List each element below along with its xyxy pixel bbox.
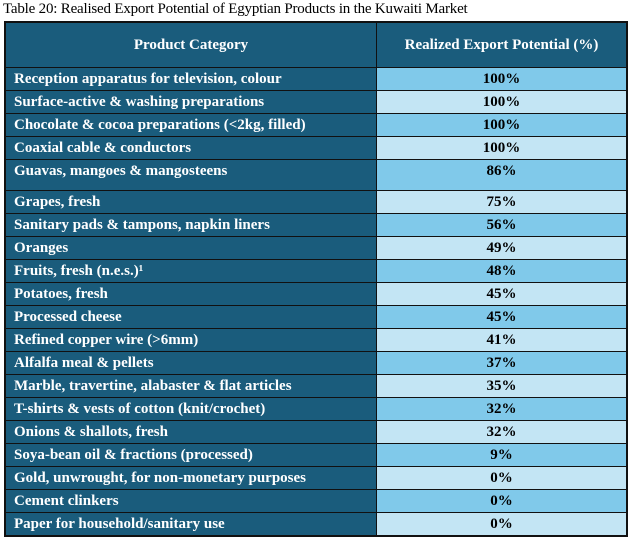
table-row: Potatoes, fresh 45% (4, 282, 628, 306)
export-potential-cell: 45% (376, 282, 628, 306)
export-potential-cell: 100% (376, 113, 628, 137)
table-row: Guavas, mangoes & mangosteens 86% (4, 159, 628, 191)
table-row: Fruits, fresh (n.e.s.)¹ 48% (4, 259, 628, 283)
export-potential-cell: 9% (376, 443, 628, 467)
table-row: Processed cheese 45% (4, 305, 628, 329)
product-category-cell: Chocolate & cocoa preparations (<2kg, fi… (4, 113, 377, 137)
table-row: Surface-active & washing preparations 100… (4, 90, 628, 114)
export-potential-cell: 0% (376, 489, 628, 513)
export-potential-cell: 0% (376, 512, 628, 537)
table-row: Sanitary pads & tampons, napkin liners 56… (4, 213, 628, 237)
product-category-cell: T-shirts & vests of cotton (knit/crochet… (4, 397, 377, 421)
product-category-cell: Fruits, fresh (n.e.s.)¹ (4, 259, 377, 283)
export-potential-cell: 35% (376, 374, 628, 398)
product-category-cell: Onions & shallots, fresh (4, 420, 377, 444)
table-row: Coaxial cable & conductors 100% (4, 136, 628, 160)
product-category-cell: Refined copper wire (>6mm) (4, 328, 377, 352)
product-category-cell: Reception apparatus for television, colo… (4, 67, 377, 91)
export-potential-cell: 86% (376, 159, 628, 191)
product-category-cell: Grapes, fresh (4, 190, 377, 214)
product-category-cell: Potatoes, fresh (4, 282, 377, 306)
export-potential-cell: 48% (376, 259, 628, 283)
header-product-category: Product Category (4, 21, 377, 68)
product-category-cell: Sanitary pads & tampons, napkin liners (4, 213, 377, 237)
table-row: Cement clinkers 0% (4, 489, 628, 513)
product-category-cell: Guavas, mangoes & mangosteens (4, 159, 377, 191)
table-row: Chocolate & cocoa preparations (<2kg, fi… (4, 113, 628, 137)
table-caption: Table 20: Realised Export Potential of E… (3, 1, 468, 17)
export-potential-cell: 37% (376, 351, 628, 375)
header-row: Product Category Realized Export Potenti… (4, 21, 628, 68)
product-category-cell: Oranges (4, 236, 377, 260)
product-category-cell: Marble, travertine, alabaster & flat art… (4, 374, 377, 398)
table-row: Refined copper wire (>6mm) 41% (4, 328, 628, 352)
export-potential-cell: 49% (376, 236, 628, 260)
export-potential-table: Product Category Realized Export Potenti… (4, 21, 628, 537)
export-potential-cell: 100% (376, 136, 628, 160)
table-row: T-shirts & vests of cotton (knit/crochet… (4, 397, 628, 421)
table-row: Marble, travertine, alabaster & flat art… (4, 374, 628, 398)
table-row: Oranges 49% (4, 236, 628, 260)
export-potential-cell: 100% (376, 67, 628, 91)
product-category-cell: Surface-active & washing preparations (4, 90, 377, 114)
export-potential-cell: 100% (376, 90, 628, 114)
product-category-cell: Soya-bean oil & fractions (processed) (4, 443, 377, 467)
export-potential-cell: 45% (376, 305, 628, 329)
export-potential-cell: 56% (376, 213, 628, 237)
product-category-cell: Gold, unwrought, for non-monetary purpos… (4, 466, 377, 490)
table-row: Soya-bean oil & fractions (processed) 9% (4, 443, 628, 467)
product-category-cell: Cement clinkers (4, 489, 377, 513)
table-row: Gold, unwrought, for non-monetary purpos… (4, 466, 628, 490)
export-potential-cell: 0% (376, 466, 628, 490)
table-row: Reception apparatus for television, colo… (4, 67, 628, 91)
table-row: Onions & shallots, fresh 32% (4, 420, 628, 444)
export-potential-cell: 41% (376, 328, 628, 352)
table-row: Grapes, fresh 75% (4, 190, 628, 214)
header-export-potential: Realized Export Potential (%) (376, 21, 628, 68)
export-potential-cell: 32% (376, 420, 628, 444)
export-potential-cell: 75% (376, 190, 628, 214)
product-category-cell: Alfalfa meal & pellets (4, 351, 377, 375)
export-potential-cell: 32% (376, 397, 628, 421)
product-category-cell: Paper for household/sanitary use (4, 512, 377, 537)
product-category-cell: Coaxial cable & conductors (4, 136, 377, 160)
table-row: Alfalfa meal & pellets 37% (4, 351, 628, 375)
product-category-cell: Processed cheese (4, 305, 377, 329)
table-row: Paper for household/sanitary use 0% (4, 512, 628, 537)
